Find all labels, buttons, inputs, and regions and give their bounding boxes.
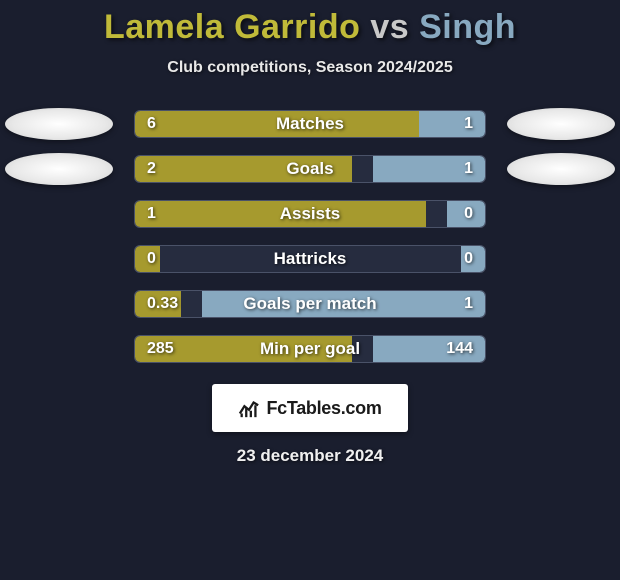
page-title: Lamela Garrido vs Singh <box>0 8 620 47</box>
stat-bar-left-fill <box>135 291 181 317</box>
stat-bar-left-fill <box>135 111 419 137</box>
avatar-left-wrap <box>4 153 134 185</box>
avatar-left <box>5 153 113 185</box>
avatar-left-wrap <box>4 108 134 140</box>
stat-bar-right-fill <box>447 201 486 227</box>
avatar-right-wrap <box>486 108 616 140</box>
title-right-player: Singh <box>419 8 516 46</box>
source-badge[interactable]: FcTables.com <box>212 384 408 432</box>
stat-row: 00Hattricks <box>0 244 620 274</box>
stat-row: 21Goals <box>0 154 620 184</box>
stat-bar-right-fill <box>373 156 485 182</box>
avatar-right-wrap <box>486 153 616 185</box>
stat-bar: 21Goals <box>134 155 486 183</box>
title-vs: vs <box>370 8 409 46</box>
stat-bar-right-fill <box>461 246 486 272</box>
stat-bar-right-fill <box>202 291 486 317</box>
avatar-left <box>5 108 113 140</box>
stat-bar-left-fill <box>135 246 160 272</box>
avatar-right <box>507 153 615 185</box>
comparison-widget: Lamela Garrido vs Singh Club competition… <box>0 0 620 466</box>
stat-bar-right-fill <box>373 336 485 362</box>
stat-bar: 285144Min per goal <box>134 335 486 363</box>
stat-bar: 61Matches <box>134 110 486 138</box>
stat-bar-right-fill <box>419 111 486 137</box>
stat-label: Hattricks <box>135 246 485 272</box>
stat-bar: 0.331Goals per match <box>134 290 486 318</box>
stat-bar: 10Assists <box>134 200 486 228</box>
avatar-right <box>507 108 615 140</box>
stat-bar-left-fill <box>135 336 352 362</box>
title-left-player: Lamela Garrido <box>104 8 360 46</box>
footer-date: 23 december 2024 <box>0 446 620 466</box>
subtitle: Club competitions, Season 2024/2025 <box>0 59 620 77</box>
stat-row: 61Matches <box>0 109 620 139</box>
stat-row: 10Assists <box>0 199 620 229</box>
source-badge-text: FcTables.com <box>266 398 381 419</box>
stat-row: 285144Min per goal <box>0 334 620 364</box>
chart-icon <box>238 397 260 419</box>
stat-bar-left-fill <box>135 201 426 227</box>
stats-rows: 61Matches 21Goals 10Assists 00Hattricks 0.33… <box>0 109 620 364</box>
stat-bar: 00Hattricks <box>134 245 486 273</box>
stat-bar-left-fill <box>135 156 352 182</box>
stat-row: 0.331Goals per match <box>0 289 620 319</box>
